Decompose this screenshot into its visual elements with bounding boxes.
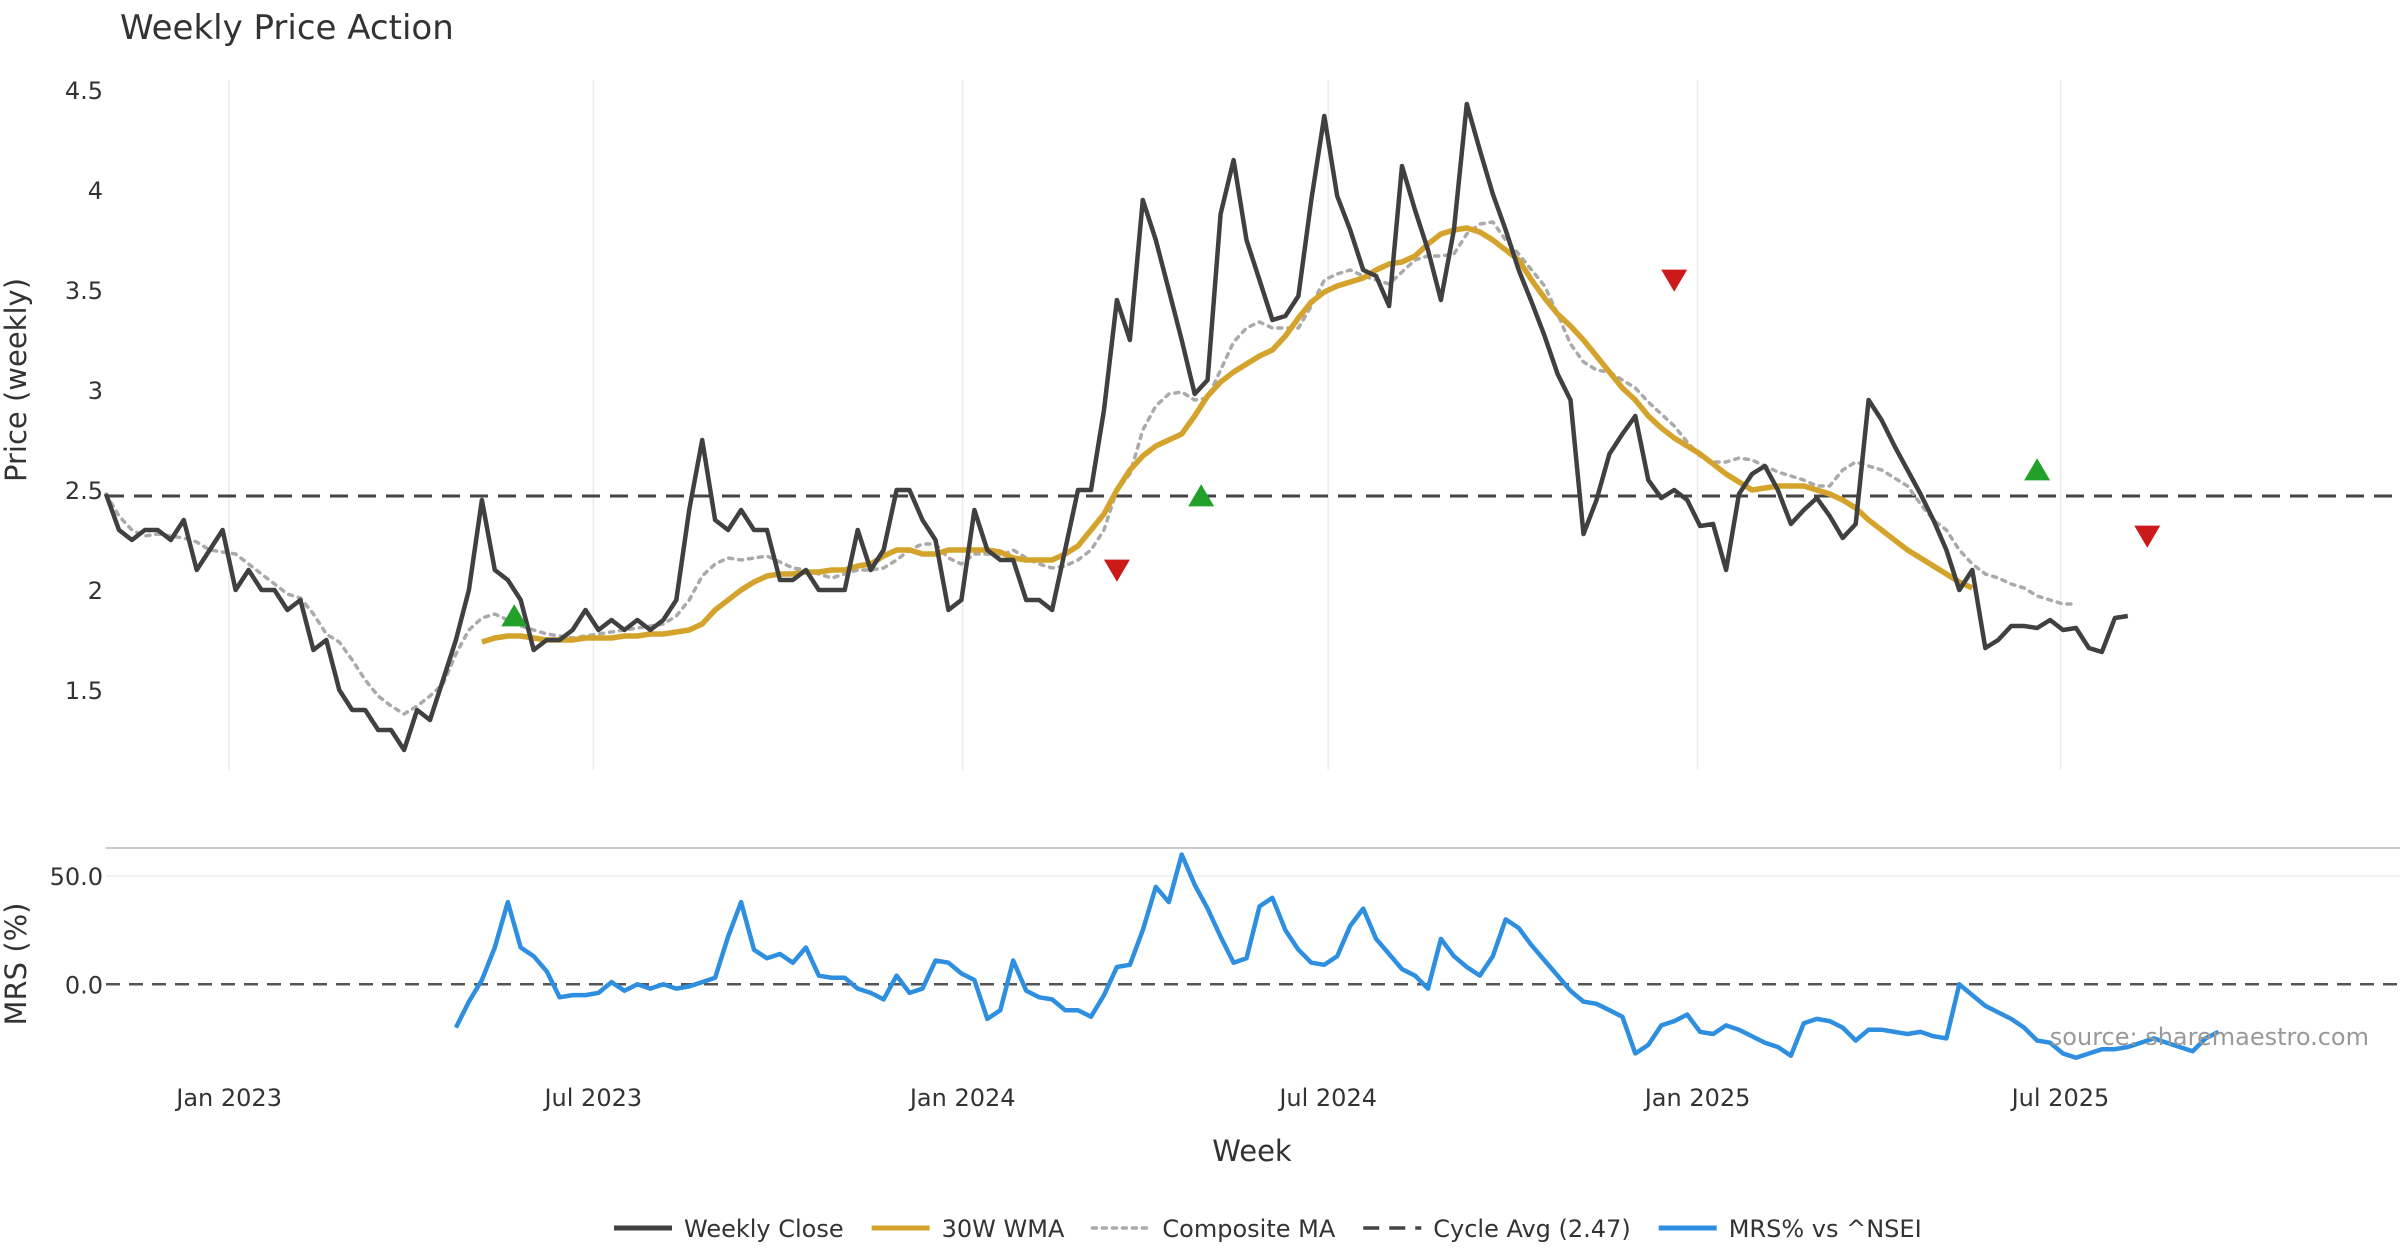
sell-signal-marker bbox=[2134, 525, 2161, 548]
sell-signal-marker bbox=[1661, 269, 1688, 292]
legend: Weekly Close 30W WMA Composite MA Cycle Avg… bbox=[614, 1215, 1922, 1243]
mrs-line bbox=[453, 852, 2220, 1061]
legend-label: Weekly Close bbox=[684, 1215, 844, 1243]
legend-label: MRS% vs ^NSEI bbox=[1729, 1215, 1922, 1243]
price-y-tick-label: 3 bbox=[88, 377, 103, 405]
x-tick-label: Jan 2025 bbox=[1643, 1084, 1751, 1112]
x-tick-label: Jan 2023 bbox=[174, 1084, 282, 1112]
price-y-tick-label: 1.5 bbox=[65, 677, 103, 705]
x-tick-label: Jul 2024 bbox=[1277, 1084, 1377, 1112]
sell-signal-marker bbox=[1103, 559, 1130, 582]
price-y-tick-label: 2.5 bbox=[65, 477, 103, 505]
buy-signal-marker bbox=[2024, 458, 2051, 481]
x-tick-label: Jan 2024 bbox=[908, 1084, 1016, 1112]
x-axis-label: Week bbox=[1212, 1134, 1292, 1168]
chart-title: Weekly Price Action bbox=[120, 8, 454, 48]
composite-ma-line bbox=[104, 220, 2078, 717]
wma-30w-line bbox=[481, 225, 1974, 645]
x-tick-label: Jul 2023 bbox=[542, 1084, 642, 1112]
mrs-panel bbox=[106, 852, 2400, 1061]
price-y-tick-label: 4.5 bbox=[65, 77, 103, 105]
legend-label: 30W WMA bbox=[942, 1215, 1065, 1243]
mrs-axis-label: MRS (%) bbox=[0, 903, 33, 1026]
price-y-tick-label: 4 bbox=[88, 177, 103, 205]
axes-text: Price (weekly) MRS (%) Week source: shar… bbox=[0, 77, 2369, 1168]
legend-label: Cycle Avg (2.47) bbox=[1433, 1215, 1630, 1243]
price-y-tick-label: 3.5 bbox=[65, 277, 103, 305]
buy-signal-marker bbox=[1188, 484, 1215, 507]
mrs-y-tick-label: 0.0 bbox=[65, 971, 103, 999]
price-panel bbox=[103, 101, 2400, 753]
source-watermark: source: sharemaestro.com bbox=[2050, 1023, 2369, 1051]
price-axis-label: Price (weekly) bbox=[0, 278, 33, 482]
weekly-close-line bbox=[103, 101, 2129, 753]
mrs-y-tick-label: 50.0 bbox=[50, 863, 103, 891]
legend-label: Composite MA bbox=[1162, 1215, 1335, 1243]
buy-signal-marker bbox=[501, 604, 528, 627]
grid bbox=[106, 80, 2400, 877]
price-y-tick-label: 2 bbox=[88, 577, 103, 605]
x-tick-label: Jul 2025 bbox=[2010, 1084, 2110, 1112]
